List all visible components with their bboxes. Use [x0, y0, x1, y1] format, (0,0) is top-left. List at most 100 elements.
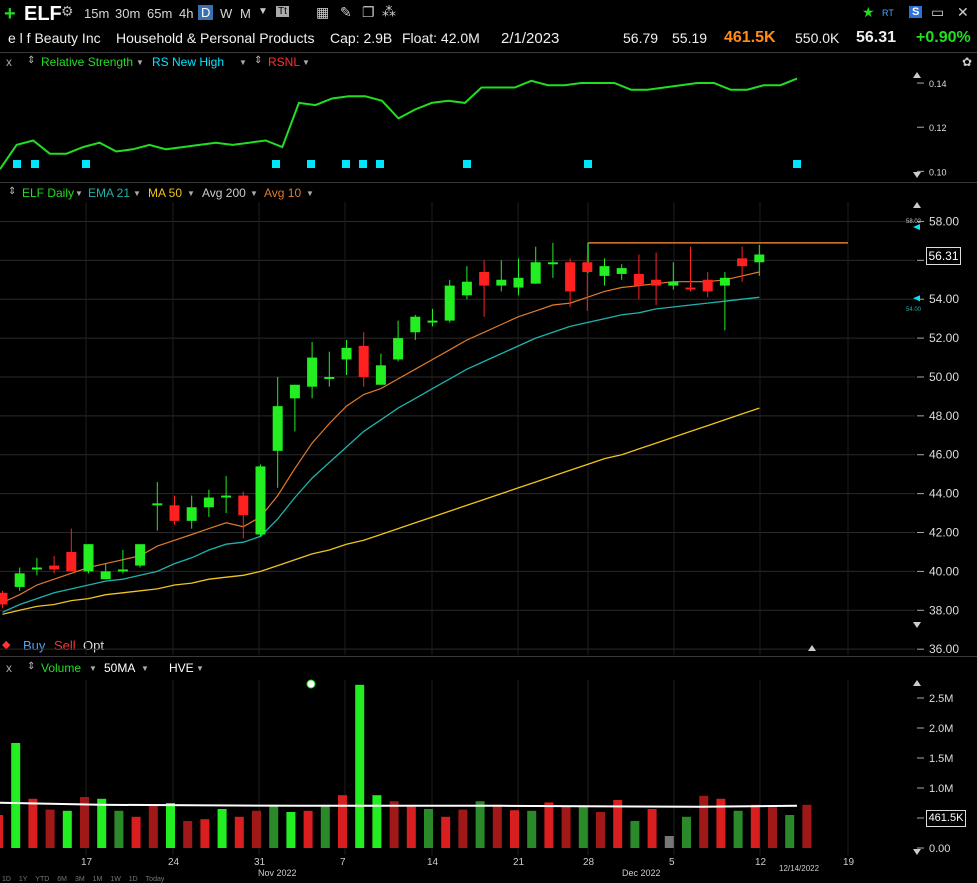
candle-body — [754, 254, 765, 263]
timeframe-m[interactable]: M — [240, 6, 251, 21]
float-value: Float: 42.0M — [402, 30, 480, 46]
settings-icon[interactable]: ✿ — [962, 55, 973, 69]
volume-axis-label: 0.00 — [929, 843, 950, 855]
timeframe-30m[interactable]: 30m — [115, 6, 141, 21]
range-1m[interactable]: 1M — [92, 876, 103, 883]
timeframe-15m[interactable]: 15m — [84, 6, 110, 21]
rs-new-high[interactable]: RS New High — [152, 55, 225, 69]
rsnl-dropdown-icon[interactable]: ▼ — [302, 58, 310, 67]
volume-close-button[interactable]: x — [6, 661, 12, 675]
rt-icon[interactable]: RT — [882, 8, 894, 18]
candle-body — [565, 262, 576, 292]
volume-bar — [320, 804, 330, 848]
volume-bar — [183, 821, 193, 848]
avg200-dropdown-icon[interactable]: ▼ — [250, 189, 258, 198]
legend-avg10[interactable]: Avg 10 — [264, 186, 302, 200]
rs-close-button[interactable]: x — [6, 55, 12, 69]
rs-new-low[interactable]: RSNL — [268, 55, 301, 69]
range-1d[interactable]: 1D — [2, 876, 11, 883]
rs-new-high-marker — [376, 160, 384, 168]
window-icon[interactable]: ▭ — [931, 4, 945, 20]
50ma-dropdown-icon[interactable]: ▼ — [141, 664, 149, 673]
legend-volume[interactable]: Volume — [41, 661, 82, 675]
share-icon[interactable]: ⁂ — [382, 3, 396, 19]
hve-dropdown-icon[interactable]: ▼ — [196, 664, 204, 673]
avg10-dropdown-icon[interactable]: ▼ — [306, 189, 314, 198]
rs-new-high-marker — [359, 160, 367, 168]
timeframe-4h[interactable]: 4h — [179, 6, 194, 21]
vol-dropdown-icon[interactable]: ▼ — [89, 664, 97, 673]
rs-new-high-marker — [342, 160, 350, 168]
x-axis-label: 24 — [168, 857, 180, 868]
pencil-icon[interactable]: ✎ — [340, 4, 352, 20]
legend-50ma[interactable]: 50MA — [104, 661, 136, 675]
timeframe-d[interactable]: D — [198, 5, 214, 20]
legend-ma50[interactable]: MA 50 — [148, 186, 183, 200]
legend-avg200[interactable]: Avg 200 — [202, 186, 246, 200]
ema-dropdown-icon[interactable]: ▼ — [133, 189, 141, 198]
rsnh-dropdown-icon[interactable]: ▼ — [239, 58, 247, 67]
timeframe-65m[interactable]: 65m — [147, 6, 173, 21]
volume-bar — [97, 798, 107, 848]
rs-new-high-marker — [793, 160, 801, 168]
candle-body — [135, 544, 146, 566]
range-1w[interactable]: 1W — [110, 876, 121, 883]
price-axis-label: 40.00 — [929, 564, 959, 578]
rs-scroll-down-icon — [913, 172, 921, 178]
candle-body — [31, 567, 42, 570]
candle-body — [702, 279, 713, 292]
volume-bar — [269, 804, 279, 848]
x-axis-label: 19 — [843, 857, 855, 868]
x-axis-label: 28 — [583, 857, 595, 868]
candle-body — [582, 262, 593, 272]
range-today[interactable]: Today — [145, 876, 165, 883]
volume-bar — [458, 809, 468, 848]
legend-hve[interactable]: HVE — [169, 661, 194, 675]
calculator-icon[interactable]: ▦ — [316, 4, 330, 20]
range-ytd[interactable]: YTD — [35, 876, 50, 883]
legend-ema21[interactable]: EMA 21 — [88, 186, 131, 200]
range-6m[interactable]: 6M — [57, 876, 67, 883]
price-scroll-up-icon — [913, 202, 921, 208]
add-icon[interactable]: + — [4, 3, 16, 25]
rs-line — [0, 77, 798, 170]
volume-bar — [527, 810, 537, 848]
candle-body — [444, 285, 455, 321]
star-icon[interactable]: ★ — [862, 4, 875, 20]
range-1y[interactable]: 1Y — [18, 876, 28, 883]
text-icon[interactable]: Tt — [276, 6, 289, 17]
candle-body — [0, 592, 8, 605]
range-1d-b[interactable]: 1D — [128, 876, 138, 883]
candle-body — [221, 495, 232, 498]
volume-bar — [372, 795, 382, 848]
x-axis-label: 12 — [755, 857, 767, 868]
legend-elf-daily[interactable]: ELF Daily — [22, 186, 75, 200]
candle-body — [547, 262, 558, 265]
close-icon[interactable]: ✕ — [957, 4, 969, 20]
rs-dropdown-icon[interactable]: ▼ — [136, 58, 144, 67]
dropdown-icon[interactable]: ▼ — [258, 6, 268, 17]
layers-icon[interactable]: ❐ — [362, 4, 375, 20]
volume-bar — [510, 810, 519, 848]
rs-new-high-marker — [307, 160, 315, 168]
s-icon[interactable]: S — [909, 6, 923, 18]
timeframe-w[interactable]: W — [220, 6, 233, 21]
volume-bar — [148, 804, 158, 848]
price-axis-label: 42.00 — [929, 526, 959, 540]
rs-relative-strength[interactable]: Relative Strength — [41, 55, 134, 69]
symbol-label[interactable]: ELF — [24, 3, 62, 25]
volume-bar — [80, 797, 89, 848]
gear-icon[interactable]: ⚙ — [61, 3, 74, 19]
rs-new-high-marker — [463, 160, 471, 168]
volume-axis-label: 1.5M — [929, 753, 953, 765]
candle-body — [530, 262, 541, 284]
ma-dropdown-icon[interactable]: ▼ — [187, 189, 195, 198]
range-3m[interactable]: 3M — [74, 876, 85, 883]
price-item-icon: ⇕ — [8, 186, 17, 197]
daily-dropdown-icon[interactable]: ▼ — [75, 189, 83, 198]
rs-axis-label: 0.10 — [929, 167, 947, 177]
volume-bar — [389, 801, 399, 848]
price-legend: ⇕ ELF Daily ▼ EMA 21 ▼ MA 50 ▼ Avg 200 ▼… — [0, 186, 977, 202]
price-axis-label: 58.00 — [929, 214, 959, 228]
